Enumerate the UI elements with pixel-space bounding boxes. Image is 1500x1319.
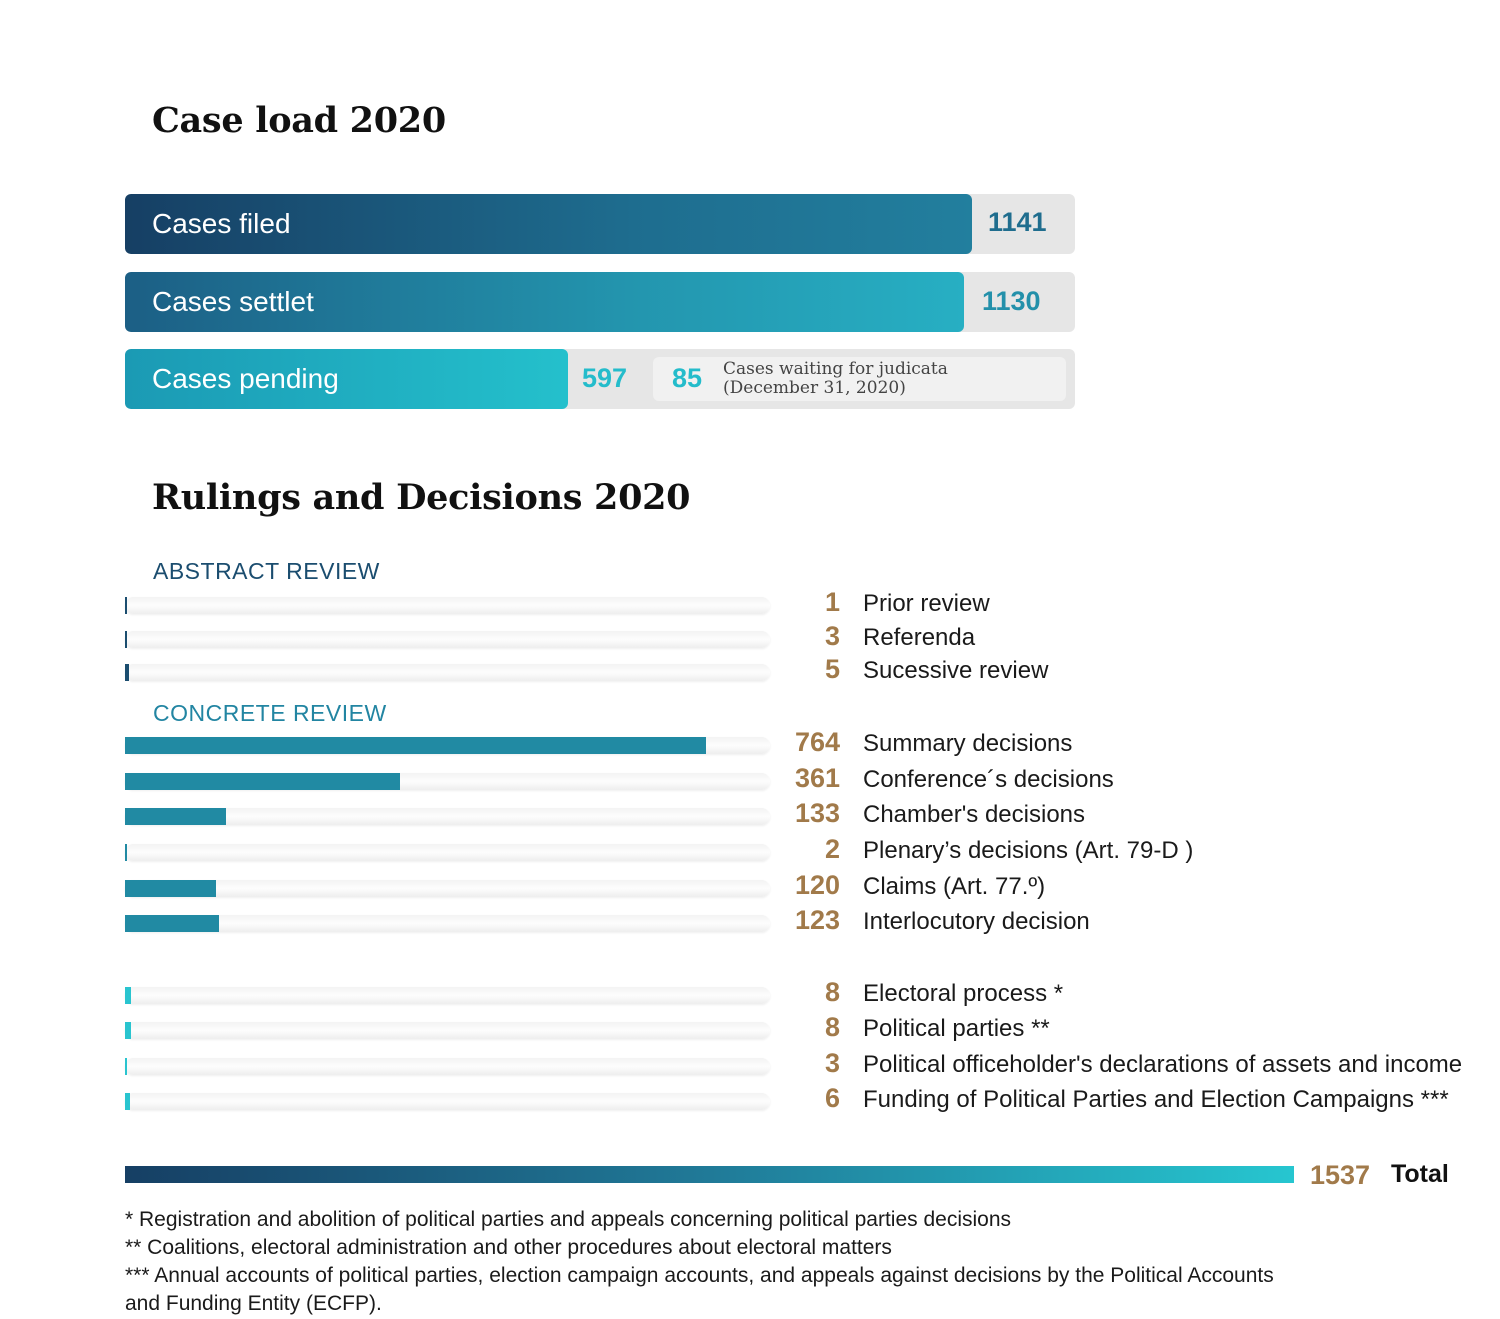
judicata-note-box bbox=[653, 357, 1066, 401]
cases-pending-label: Cases pending bbox=[152, 363, 339, 394]
ruling-track-political-officeholder-s-declarations-of-assets-and-income bbox=[125, 1058, 770, 1075]
total-value: 1537 bbox=[1310, 1160, 1371, 1190]
cases-pending-value: 597 bbox=[582, 363, 628, 393]
ruling-track-claims-art-77 bbox=[125, 880, 770, 897]
ruling-bar-sucessive-review bbox=[125, 664, 129, 681]
ruling-value-chamber-s-decisions: 133 bbox=[794, 798, 840, 828]
ruling-label-chamber-s-decisions: Chamber's decisions bbox=[863, 801, 1086, 828]
cases-settled-value: 1130 bbox=[982, 286, 1041, 316]
ruling-bar-electoral-process bbox=[125, 987, 132, 1004]
ruling-value-political-parties: 8 bbox=[824, 1012, 840, 1042]
ruling-value-political-officeholder-s-declarations-of-assets-and-income: 3 bbox=[824, 1048, 840, 1078]
ruling-value-prior-review: 1 bbox=[824, 587, 840, 617]
ruling-label-claims-art-77: Claims (Art. 77.º) bbox=[863, 873, 1046, 900]
judicata-note: Cases waiting for judicata (December 31,… bbox=[723, 360, 948, 398]
ruling-track-prior-review bbox=[125, 597, 770, 614]
ruling-label-funding-of-political-parties-and-election-campaigns: Funding of Political Parties and Electio… bbox=[863, 1086, 1449, 1113]
ruling-bar-conference-s-decisions bbox=[125, 773, 400, 790]
judicata-value: 85 bbox=[672, 363, 703, 393]
ruling-value-electoral-process: 8 bbox=[824, 977, 840, 1007]
ruling-label-interlocutory-decision: Interlocutory decision bbox=[863, 908, 1090, 935]
ruling-track-political-parties bbox=[125, 1022, 770, 1039]
ruling-track-interlocutory-decision bbox=[125, 915, 770, 932]
ruling-bar-summary-decisions bbox=[125, 737, 706, 754]
ruling-track-funding-of-political-parties-and-election-campaigns bbox=[125, 1093, 770, 1110]
ruling-label-sucessive-review: Sucessive review bbox=[863, 657, 1049, 684]
ruling-track-plenary-s-decisions-art-79-d bbox=[125, 844, 770, 861]
ruling-value-referenda: 3 bbox=[824, 621, 840, 651]
ruling-label-political-parties: Political parties ** bbox=[863, 1015, 1050, 1042]
ruling-bar-political-officeholder-s-declarations-of-assets-and-income bbox=[125, 1058, 128, 1075]
ruling-label-summary-decisions: Summary decisions bbox=[863, 730, 1073, 757]
ruling-value-summary-decisions: 764 bbox=[794, 727, 840, 757]
ruling-label-referenda: Referenda bbox=[863, 624, 976, 651]
ruling-track-sucessive-review bbox=[125, 664, 770, 681]
total-bar bbox=[125, 1166, 1294, 1183]
cases-settled-bar: Cases settlet bbox=[125, 272, 964, 332]
ruling-track-referenda bbox=[125, 631, 770, 648]
ruling-bar-plenary-s-decisions-art-79-d bbox=[125, 844, 127, 861]
footnote-2: ** Coalitions, electoral administration … bbox=[125, 1236, 892, 1259]
rulings-title: Rulings and Decisions 2020 bbox=[152, 477, 691, 518]
ruling-bar-interlocutory-decision bbox=[125, 915, 219, 932]
cases-filed-value: 1141 bbox=[988, 207, 1047, 237]
ruling-label-electoral-process: Electoral process * bbox=[863, 980, 1064, 1007]
judicata-note-line1: Cases waiting for judicata bbox=[723, 359, 948, 379]
ruling-label-political-officeholder-s-declarations-of-assets-and-income: Political officeholder's declarations of… bbox=[863, 1051, 1463, 1078]
total-label: Total bbox=[1391, 1160, 1449, 1188]
ruling-value-funding-of-political-parties-and-election-campaigns: 6 bbox=[824, 1083, 840, 1113]
ruling-value-conference-s-decisions: 361 bbox=[794, 763, 840, 793]
ruling-value-claims-art-77: 120 bbox=[794, 870, 840, 900]
ruling-value-plenary-s-decisions-art-79-d: 2 bbox=[824, 834, 840, 864]
abstract-review-heading: ABSTRACT REVIEW bbox=[153, 558, 380, 584]
ruling-bar-referenda bbox=[125, 631, 128, 648]
ruling-label-prior-review: Prior review bbox=[863, 590, 990, 617]
footnote-1: * Registration and abolition of politica… bbox=[125, 1208, 1012, 1231]
ruling-bar-political-parties bbox=[125, 1022, 132, 1039]
ruling-label-conference-s-decisions: Conference´s decisions bbox=[863, 766, 1114, 793]
cases-settled-label: Cases settlet bbox=[152, 286, 314, 317]
footnotes: * Registration and abolition of politica… bbox=[125, 1206, 1274, 1318]
footnote-3: *** Annual accounts of political parties… bbox=[125, 1264, 1274, 1287]
cases-filed-label: Cases filed bbox=[152, 208, 291, 239]
ruling-value-interlocutory-decision: 123 bbox=[794, 905, 840, 935]
caseload-title: Case load 2020 bbox=[152, 100, 446, 141]
concrete-review-heading: CONCRETE REVIEW bbox=[153, 700, 387, 726]
ruling-track-chamber-s-decisions bbox=[125, 808, 770, 825]
ruling-track-electoral-process bbox=[125, 987, 770, 1004]
ruling-bar-prior-review bbox=[125, 597, 127, 614]
ruling-value-sucessive-review: 5 bbox=[824, 654, 840, 684]
judicata-note-line2: (December 31, 2020) bbox=[723, 378, 906, 398]
ruling-label-plenary-s-decisions-art-79-d: Plenary’s decisions (Art. 79-D ) bbox=[863, 837, 1194, 864]
footnote-4: and Funding Entity (ECFP). bbox=[125, 1292, 382, 1315]
cases-filed-bar: Cases filed bbox=[125, 194, 972, 254]
ruling-bar-claims-art-77 bbox=[125, 880, 217, 897]
cases-pending-bar: Cases pending bbox=[125, 349, 569, 409]
ruling-bar-chamber-s-decisions bbox=[125, 808, 227, 825]
ruling-bar-funding-of-political-parties-and-election-campaigns bbox=[125, 1093, 130, 1110]
